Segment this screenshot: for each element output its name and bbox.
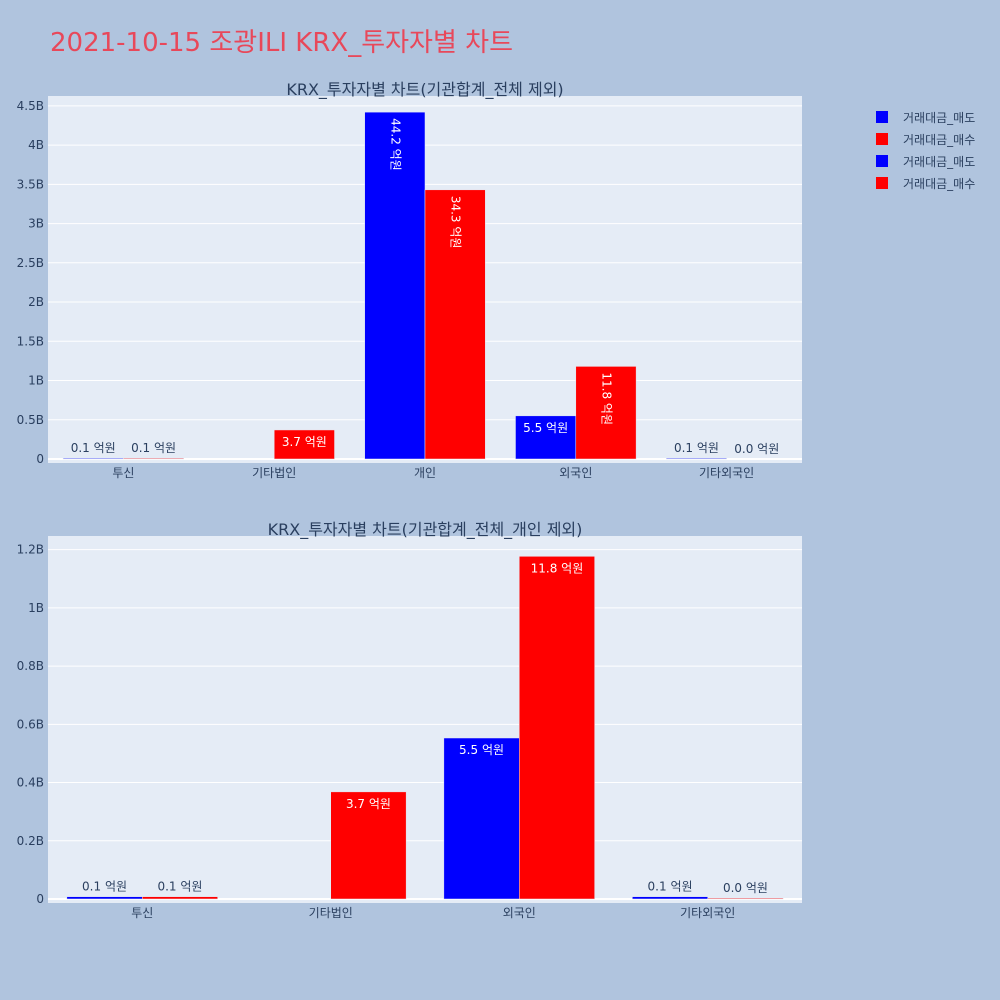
bar (273, 429, 335, 460)
y-tick-label: 1.2B (17, 543, 44, 557)
y-tick-label: 0 (36, 892, 44, 906)
data-label: 5.5 억원 (523, 421, 568, 435)
bar (62, 457, 124, 460)
y-tick-label: 4B (28, 138, 44, 152)
bar (515, 415, 577, 460)
legend-swatch-icon (876, 133, 888, 145)
x-tick-label: 투신 (112, 466, 134, 480)
data-label: 11.8 억원 (531, 561, 584, 575)
bar (443, 737, 520, 900)
legend-swatch-icon (876, 177, 888, 189)
legend-item-buy[interactable]: 거래대금_매수 (876, 172, 975, 194)
legend-swatch-icon (876, 111, 888, 123)
data-label: 0.0 억원 (734, 442, 779, 456)
bar (330, 791, 407, 900)
y-tick-label: 0.8B (17, 659, 44, 673)
bar (123, 457, 184, 460)
page-title: 2021-10-15 조광ILI KRX_투자자별 차트 (50, 28, 514, 58)
bar (519, 556, 595, 900)
chart-title: KRX_투자자별 차트(기관합계_전체 제외) (286, 80, 563, 100)
data-label: 0.1 억원 (131, 441, 176, 455)
y-tick-label: 4.5B (17, 99, 44, 113)
data-label: 0.0 억원 (723, 881, 768, 895)
y-tick-label: 1B (28, 374, 44, 388)
legend-item-sell[interactable]: 거래대금_매도 (876, 150, 975, 172)
legend-item-buy[interactable]: 거래대금_매수 (876, 128, 975, 150)
y-tick-label: 3.5B (17, 177, 44, 191)
legend-item-sell[interactable]: 거래대금_매도 (876, 106, 975, 128)
x-tick-label: 기타법인 (252, 466, 296, 480)
y-tick-label: 0.6B (17, 717, 44, 731)
bar (666, 457, 727, 460)
data-label: 0.1 억원 (157, 880, 202, 894)
data-label: 44.2 억원 (388, 118, 402, 171)
bar (66, 896, 143, 900)
data-label: 3.7 억원 (346, 797, 391, 811)
y-tick-label: 0.2B (17, 834, 44, 848)
x-tick-label: 개인 (414, 466, 436, 480)
y-tick-label: 2B (28, 295, 44, 309)
data-label: 0.1 억원 (648, 880, 693, 894)
legend[interactable]: 거래대금_매도 거래대금_매수 거래대금_매도 거래대금_매수 (876, 106, 975, 194)
x-tick-label: 투신 (131, 906, 153, 920)
legend-swatch-icon (876, 155, 888, 167)
x-tick-label: 외국인 (503, 906, 536, 920)
x-tick-label: 외국인 (559, 466, 592, 480)
y-tick-label: 0.4B (17, 776, 44, 790)
legend-label: 거래대금_매도 (903, 110, 976, 125)
data-label: 3.7 억원 (282, 435, 327, 449)
data-label: 0.1 억원 (82, 880, 127, 894)
bar (632, 896, 708, 900)
data-label: 0.1 억원 (71, 441, 116, 455)
x-tick-label: 기타법인 (309, 906, 353, 920)
bar (575, 366, 637, 460)
y-tick-label: 2.5B (17, 256, 44, 270)
legend-label: 거래대금_매도 (903, 154, 976, 169)
bar (707, 897, 784, 900)
legend-label: 거래대금_매수 (903, 132, 976, 147)
plot-area (48, 536, 802, 903)
y-tick-label: 0 (36, 452, 44, 466)
data-label: 11.8 억원 (599, 372, 613, 425)
y-tick-label: 1B (28, 601, 44, 615)
x-tick-label: 기타외국인 (699, 466, 754, 480)
y-tick-label: 3B (28, 217, 44, 231)
y-tick-label: 0.5B (17, 413, 44, 427)
data-label: 34.3 억원 (449, 196, 463, 249)
legend-label: 거래대금_매수 (903, 176, 976, 191)
x-tick-label: 기타외국인 (680, 906, 735, 920)
bar (142, 896, 218, 900)
data-label: 5.5 억원 (459, 743, 504, 757)
bar (364, 111, 426, 460)
bar (424, 189, 486, 460)
y-tick-label: 1.5B (17, 334, 44, 348)
chart-title: KRX_투자자별 차트(기관합계_전체_개인 제외) (268, 520, 583, 540)
data-label: 0.1 억원 (674, 441, 719, 455)
